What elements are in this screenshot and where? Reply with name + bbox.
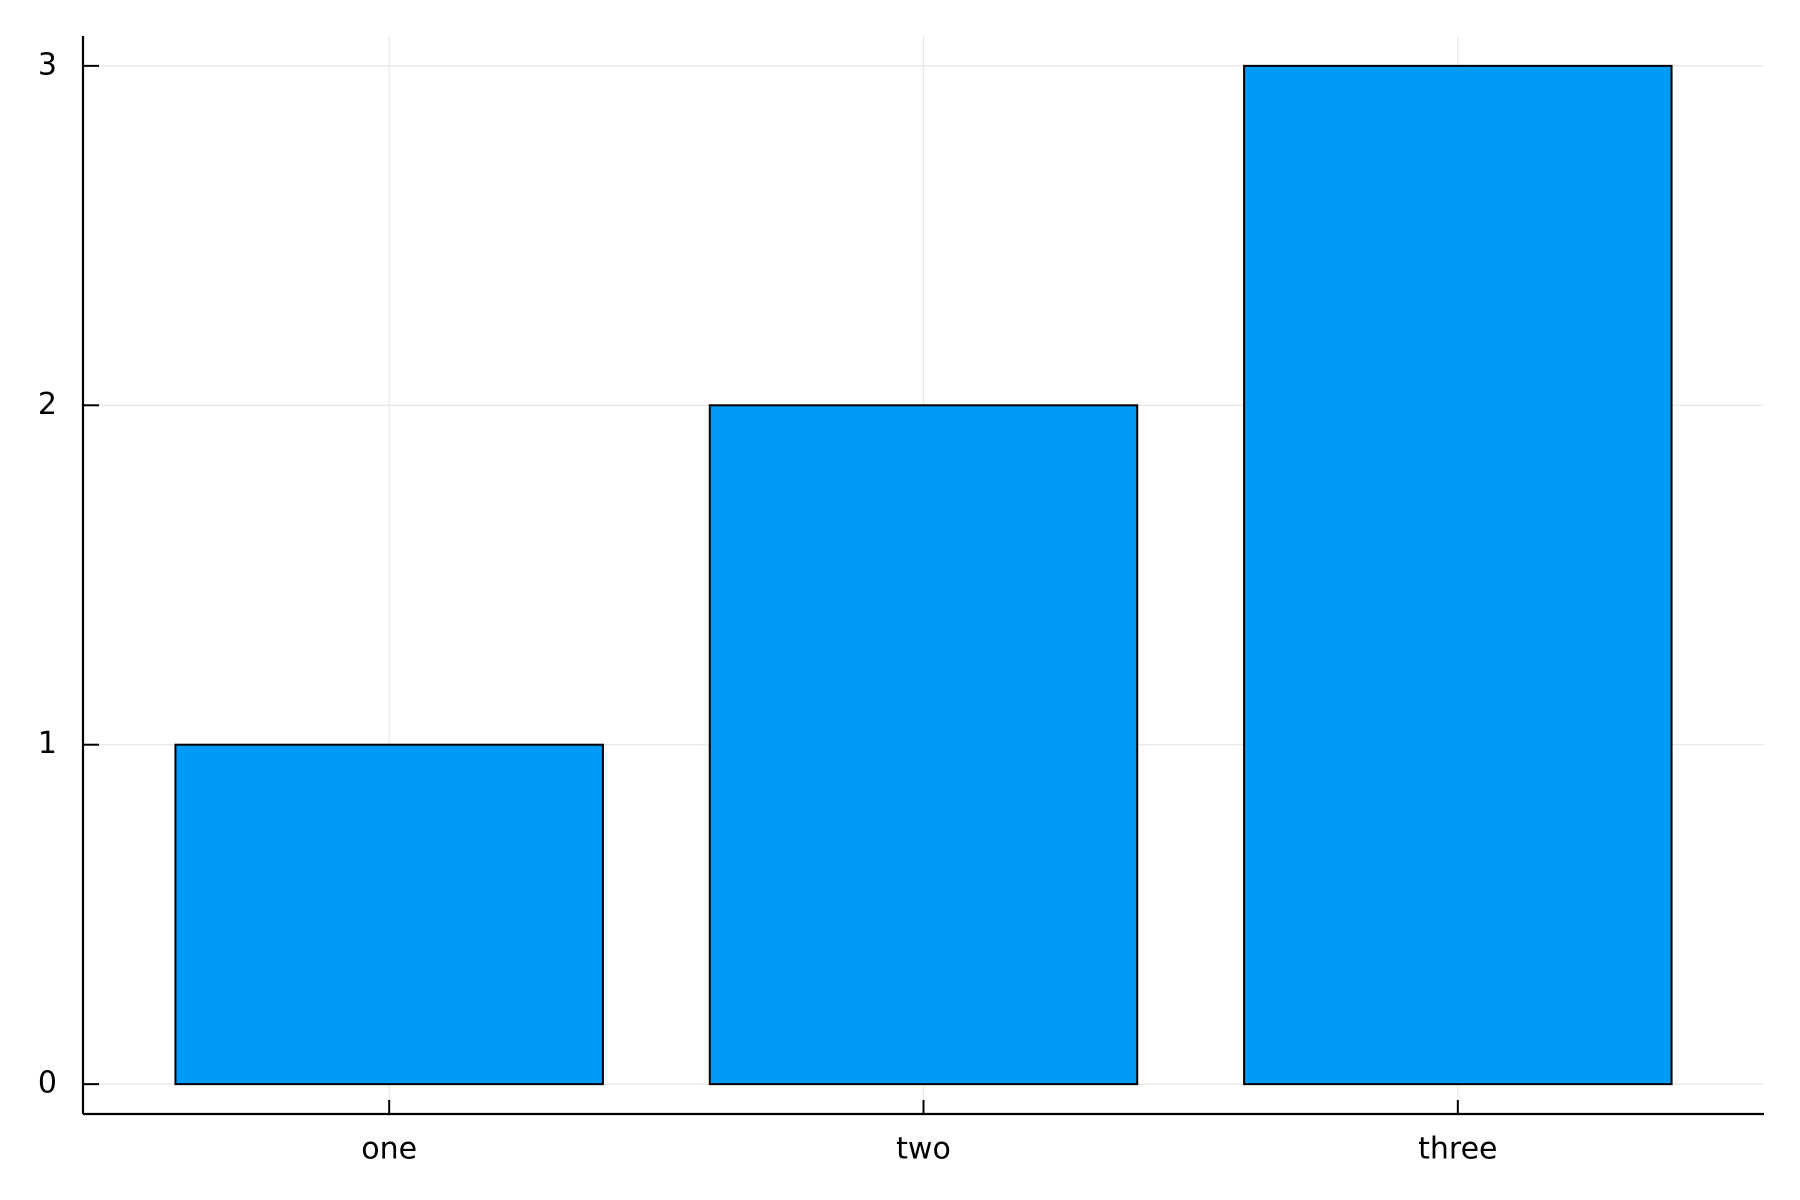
x-tick-label: three <box>1418 1132 1497 1167</box>
bar <box>708 404 1139 1086</box>
y-tick-label: 2 <box>38 387 57 422</box>
x-tick-label: two <box>896 1132 951 1167</box>
bar <box>1243 64 1673 1086</box>
y-tick-label: 3 <box>38 47 57 82</box>
y-tick-label: 0 <box>38 1066 57 1101</box>
x-tick-label: one <box>361 1132 417 1167</box>
bar <box>174 743 604 1086</box>
y-tick-label: 1 <box>38 726 57 761</box>
